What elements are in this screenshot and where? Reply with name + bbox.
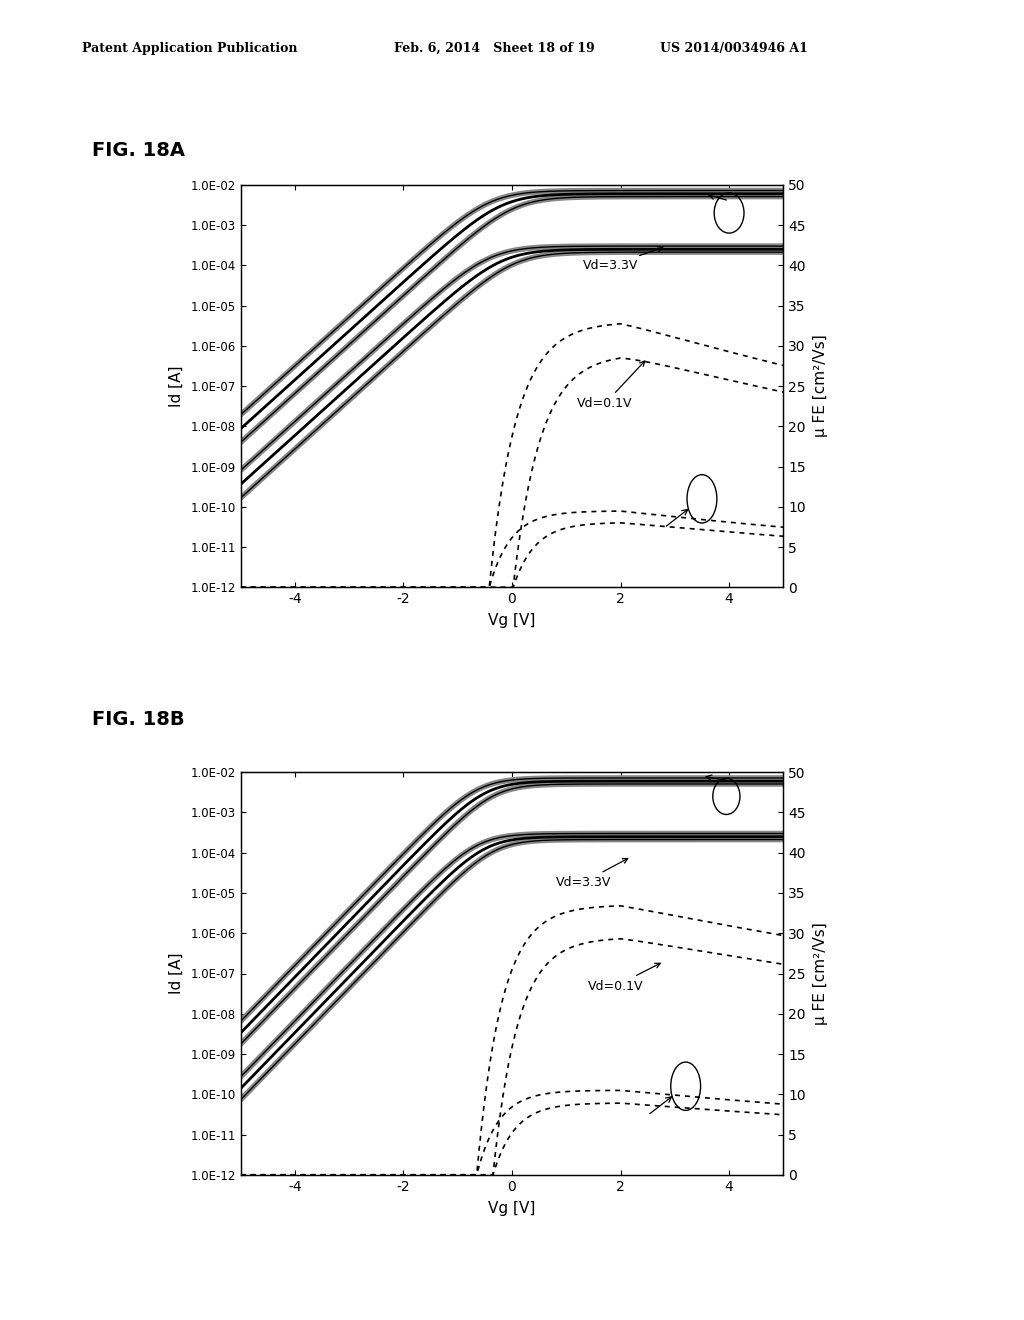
Text: Feb. 6, 2014   Sheet 18 of 19: Feb. 6, 2014 Sheet 18 of 19 (394, 42, 595, 55)
Text: Patent Application Publication: Patent Application Publication (82, 42, 297, 55)
Y-axis label: μ FE [cm²/Vs]: μ FE [cm²/Vs] (813, 335, 827, 437)
Text: US 2014/0034946 A1: US 2014/0034946 A1 (660, 42, 808, 55)
Text: Vd=3.3V: Vd=3.3V (583, 247, 663, 272)
X-axis label: Vg [V]: Vg [V] (488, 1201, 536, 1216)
Text: Vd=0.1V: Vd=0.1V (588, 964, 660, 993)
Y-axis label: Id [A]: Id [A] (169, 366, 183, 407)
Text: Vd=0.1V: Vd=0.1V (578, 360, 645, 411)
Text: FIG. 18A: FIG. 18A (92, 141, 185, 160)
X-axis label: Vg [V]: Vg [V] (488, 614, 536, 628)
Y-axis label: Id [A]: Id [A] (169, 953, 183, 994)
Y-axis label: μ FE [cm²/Vs]: μ FE [cm²/Vs] (813, 923, 827, 1024)
Text: Vd=3.3V: Vd=3.3V (555, 858, 628, 888)
Text: FIG. 18B: FIG. 18B (92, 710, 184, 729)
